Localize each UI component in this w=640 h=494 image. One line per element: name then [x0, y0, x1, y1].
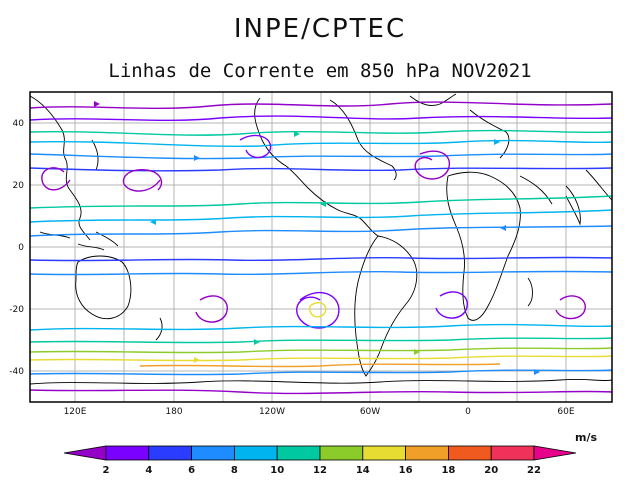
colorbar-tick-label: 16 — [399, 465, 413, 476]
colorbar-tick-label: 10 — [270, 465, 284, 476]
colorbar-segment — [533, 445, 577, 461]
colorbar-segment — [362, 445, 406, 461]
colorbar-segment — [233, 445, 278, 461]
colorbar-segment — [490, 445, 535, 461]
colorbar-segment — [447, 445, 492, 461]
colorbar-segment — [319, 445, 364, 461]
colorbar-segment — [276, 445, 321, 461]
colorbar-tick-label: 12 — [313, 465, 327, 476]
lon-label: 60W — [360, 407, 380, 417]
colorbar-segment — [105, 445, 150, 461]
streamlines — [30, 101, 612, 395]
lon-label: 0 — [465, 407, 471, 417]
colorbar-tick-label: 2 — [103, 465, 110, 476]
lat-label: -20 — [9, 305, 24, 315]
map-frame — [29, 91, 613, 403]
colorbar-tick-label: 4 — [145, 465, 152, 476]
lat-label: 20 — [13, 181, 25, 191]
lon-label: 120E — [64, 407, 87, 417]
lat-label: -40 — [9, 367, 24, 377]
lat-label: 40 — [13, 119, 25, 129]
colorbar-tick-label: 6 — [188, 465, 195, 476]
colorbar-tick-label: 18 — [441, 465, 455, 476]
colorbar: 2 4 6 8 10 12 14 16 18 20 22 — [63, 445, 577, 476]
colorbar-tick-label: 20 — [484, 465, 498, 476]
lon-label: 60E — [557, 407, 574, 417]
map-title: Linhas de Corrente em 850 hPa NOV2021 — [108, 60, 532, 82]
streamline-arrows — [94, 101, 540, 375]
colorbar-segment — [191, 445, 235, 461]
colorbar-segment — [63, 445, 107, 461]
colorbar-segment — [405, 445, 449, 461]
lon-label: 180 — [165, 407, 182, 417]
colorbar-tick-label: 14 — [356, 465, 370, 476]
colorbar-segment — [148, 445, 193, 461]
colorbar-unit: m/s — [575, 431, 598, 444]
colorbar-tick-label: 8 — [231, 465, 238, 476]
lon-label: 120W — [259, 407, 285, 417]
lat-label: 0 — [18, 243, 24, 253]
colorbar-tick-label: 22 — [527, 465, 541, 476]
organization-title: INPE/CPTEC — [233, 14, 407, 44]
